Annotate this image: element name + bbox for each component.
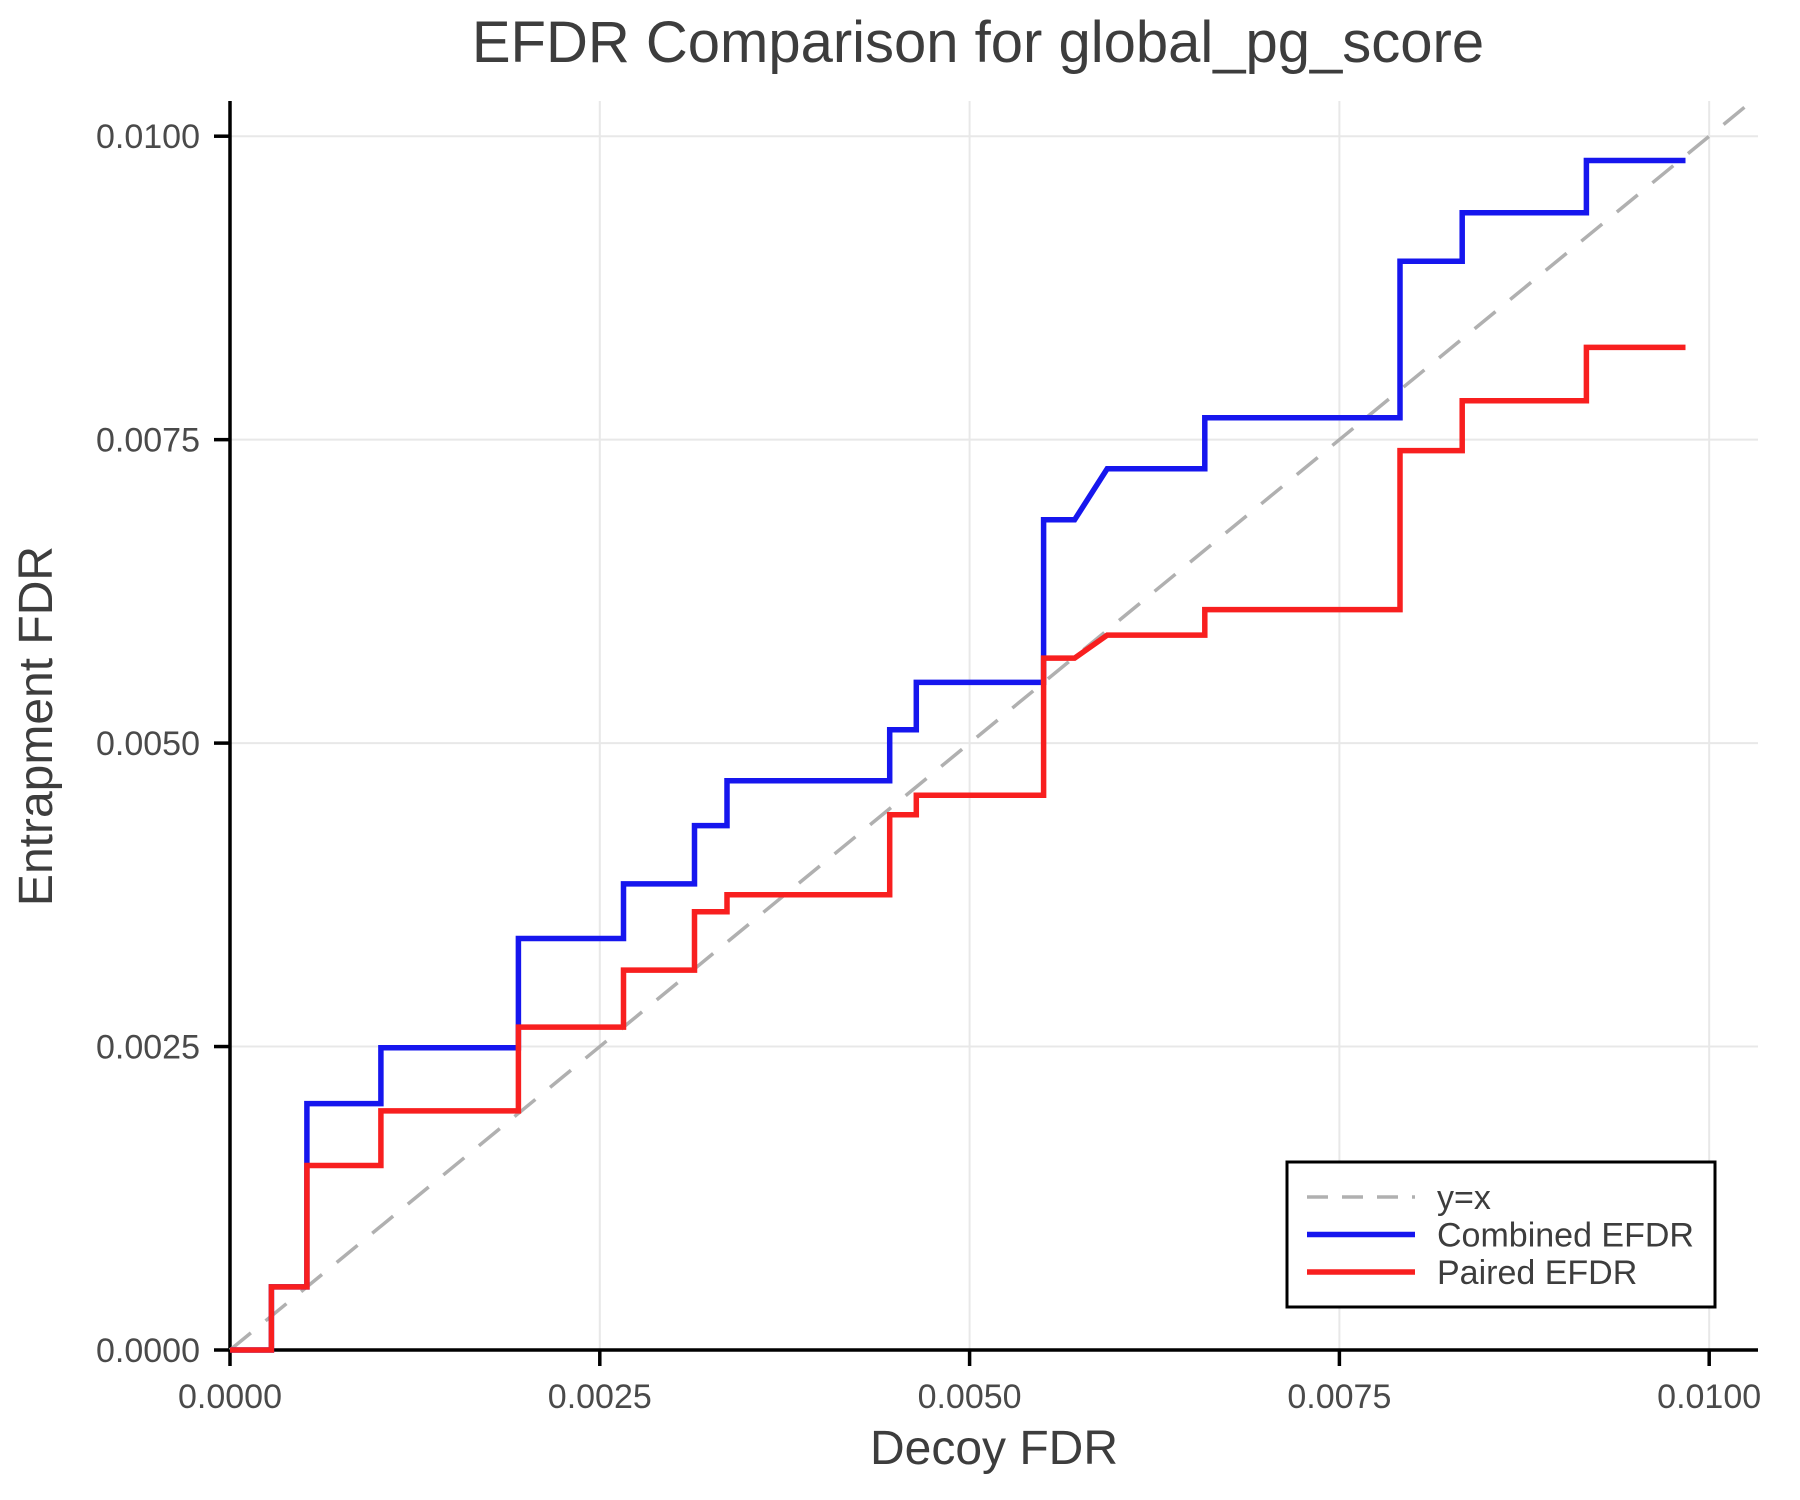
series-line-combined-efdr	[230, 157, 1686, 1353]
series-line-y-x	[228, 98, 1755, 1352]
y-tick-label: 0.0100	[96, 118, 200, 156]
legend-label: Combined EFDR	[1437, 1217, 1694, 1255]
x-tick-label: 0.0050	[918, 1378, 1022, 1416]
y-tick-label: 0.0025	[96, 1029, 200, 1067]
x-tick-label: 0.0075	[1287, 1378, 1391, 1416]
legend-label: Paired EFDR	[1437, 1254, 1637, 1292]
y-axis-label: Entrapment FDR	[10, 546, 63, 906]
axes-spines	[228, 101, 1758, 1352]
x-tick-label: 0.0100	[1657, 1378, 1761, 1416]
chart-title: EFDR Comparison for global_pg_score	[472, 10, 1484, 75]
series-line-paired-efdr	[230, 344, 1686, 1353]
y-tick-label: 0.0075	[96, 422, 200, 460]
x-tick-label: 0.0025	[548, 1378, 652, 1416]
legend-label: y=x	[1437, 1179, 1491, 1217]
series-lines	[228, 98, 1755, 1353]
x-tick-labels: 0.0000 0.0025 0.0050 0.0075 0.0100	[178, 1378, 1761, 1416]
x-axis-label: Decoy FDR	[870, 1422, 1118, 1475]
y-tick-label: 0.0050	[96, 725, 200, 763]
x-tick-label: 0.0000	[178, 1378, 282, 1416]
y-tick-labels: 0.0000 0.0025 0.0050 0.0075 0.0100	[96, 118, 200, 1370]
y-tick-label: 0.0000	[96, 1332, 200, 1370]
